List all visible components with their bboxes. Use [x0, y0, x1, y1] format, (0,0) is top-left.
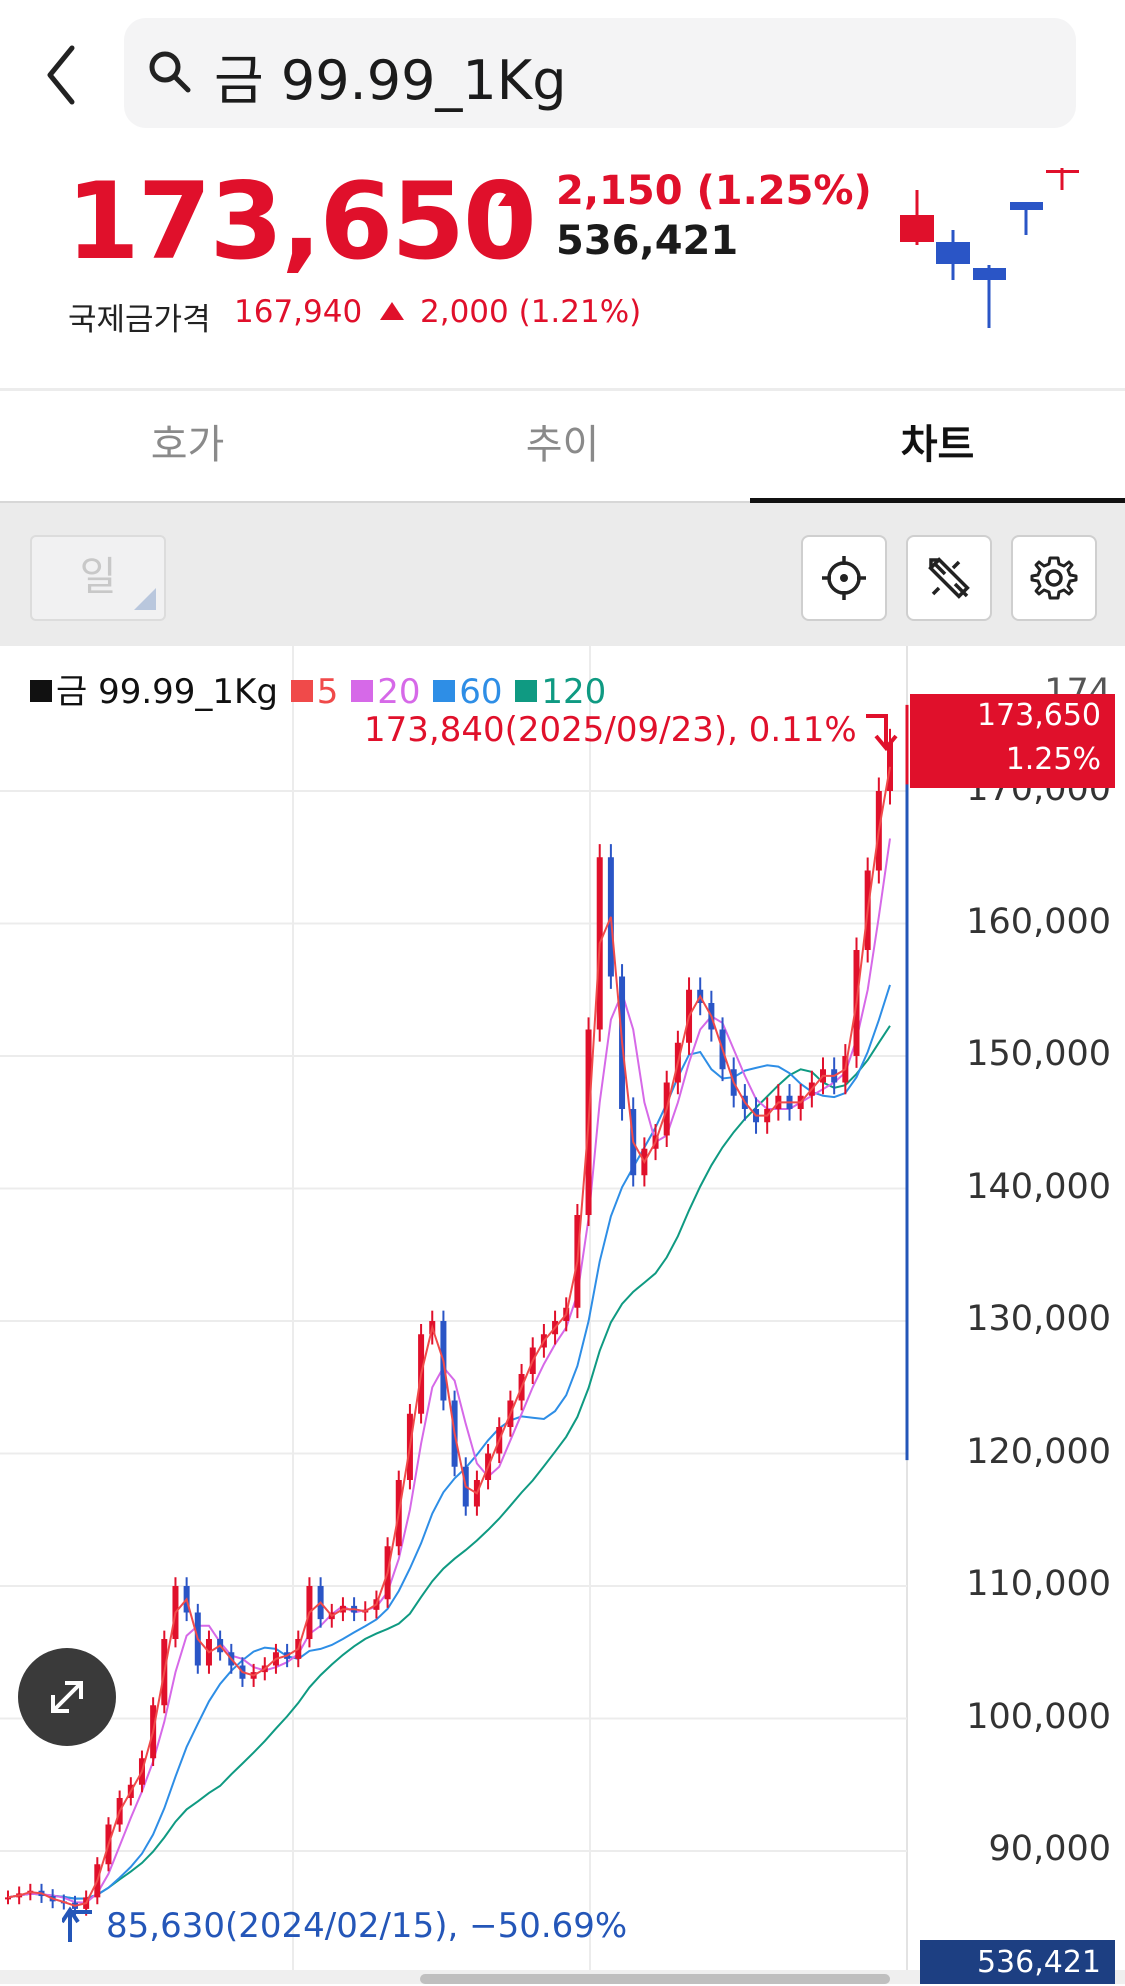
y-tick-label: 140,000	[966, 1166, 1111, 1207]
period-selector[interactable]: 일	[30, 535, 166, 621]
header-divider	[0, 388, 1125, 391]
y-tick-label: 110,000	[966, 1564, 1111, 1604]
intl-gold-change: 2,000 (1.21%)	[420, 294, 642, 330]
expand-chart-button[interactable]	[18, 1648, 116, 1746]
legend-ma5-label: 5	[316, 672, 339, 712]
legend-ma120-label: 120	[541, 672, 607, 712]
legend-swatch-ma5	[290, 679, 313, 702]
drawing-tools-button[interactable]	[906, 535, 992, 621]
tab-order-book[interactable]: 호가	[150, 422, 225, 468]
search-icon	[149, 51, 191, 93]
expand-icon	[51, 1681, 83, 1713]
price-change: 2,150 (1.25%)	[556, 168, 872, 214]
y-tick-label: 90,000	[988, 1829, 1111, 1869]
legend-ma20-label: 20	[377, 672, 421, 712]
high-annotation: 173,840(2025/09/23), 0.11%	[364, 710, 857, 750]
current-price-tag: 173,650 1.25%	[910, 694, 1115, 788]
legend-swatch-ma20	[351, 679, 374, 702]
gear-icon	[1030, 556, 1078, 600]
chart-settings-button[interactable]	[1011, 535, 1097, 621]
ma5-line	[7, 766, 891, 1907]
intl-gold-label: 국제금가격	[68, 302, 211, 338]
tab-chart[interactable]: 차트	[900, 422, 975, 468]
chart-scrollbar[interactable]	[420, 1974, 890, 1984]
ma120-line	[7, 1025, 891, 1900]
high-marker-arrow-icon	[866, 714, 898, 752]
low-annotation: 85,630(2024/02/15), −50.69%	[106, 1906, 628, 1946]
crosshair-button[interactable]	[801, 535, 887, 621]
legend-swatch-price	[30, 679, 52, 702]
y-tick-label: 120,000	[966, 1431, 1111, 1472]
legend-swatch-ma120	[515, 679, 538, 702]
price-tag-point	[910, 694, 936, 788]
price-chart[interactable]	[0, 646, 1125, 1984]
legend-price-label: 금 99.99_1Kg	[56, 672, 278, 712]
chart-legend: 금 99.99_1Kg 5 20 60 120	[28, 664, 606, 713]
search-bar[interactable]	[124, 18, 1076, 128]
chart-background	[0, 646, 1125, 1984]
candle-body	[5, 1897, 11, 1900]
up-arrow-icon	[498, 186, 526, 206]
drawing-tools-icon	[928, 557, 970, 599]
active-tab-indicator	[750, 498, 1125, 503]
price-tag-price: 173,650	[976, 698, 1101, 733]
y-tick-label: 160,000	[966, 901, 1111, 942]
trade-volume: 536,421	[556, 218, 739, 264]
y-tick-label: 150,000	[966, 1034, 1111, 1074]
dropdown-corner-icon	[134, 588, 156, 610]
y-tick-label: 100,000	[966, 1696, 1111, 1737]
price-tag-percent: 1.25%	[1005, 742, 1101, 777]
mini-candlestick-icon	[900, 168, 1079, 328]
intl-gold-price: 167,940	[234, 294, 363, 330]
current-price: 173,650	[66, 160, 537, 283]
y-tick-label: 130,000	[966, 1299, 1111, 1339]
back-arrow-icon[interactable]	[40, 40, 90, 110]
volume-tag: 536,421	[920, 1940, 1115, 1984]
tab-trend[interactable]: 추이	[525, 422, 600, 468]
low-marker-arrow-icon	[62, 1906, 92, 1942]
intl-up-arrow-icon	[380, 302, 404, 320]
search-query-text[interactable]: 금 99.99_1Kg	[214, 49, 567, 112]
legend-ma60-label: 60	[459, 672, 503, 712]
legend-swatch-ma60	[433, 679, 456, 702]
tab-divider	[0, 501, 1125, 503]
crosshair-icon	[822, 556, 866, 600]
